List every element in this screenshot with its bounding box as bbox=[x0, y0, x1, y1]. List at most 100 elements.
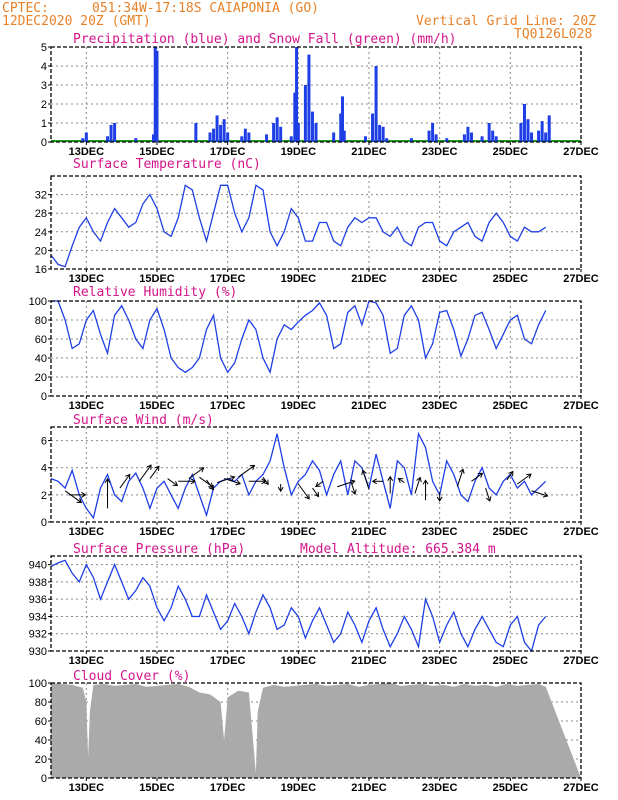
pres-xtick-label: 21DEC bbox=[351, 655, 387, 667]
precip-bar bbox=[155, 50, 159, 142]
precip-bar bbox=[247, 132, 251, 142]
wind-arrow-head bbox=[459, 468, 465, 474]
precip-bar bbox=[279, 126, 283, 142]
wind-xtick-label: 27DEC bbox=[563, 526, 599, 538]
precip-bar bbox=[314, 123, 318, 142]
temp-ytick-label: 28 bbox=[35, 208, 47, 220]
precip-bar bbox=[445, 138, 449, 142]
pres-frame bbox=[50, 555, 582, 652]
wind-arrow bbox=[471, 472, 483, 482]
cloud-frame bbox=[50, 682, 582, 779]
precip-bar bbox=[526, 119, 530, 142]
wind-arrow-head bbox=[361, 469, 367, 476]
precip-bar bbox=[371, 113, 375, 142]
temp-xtick-label: 13DEC bbox=[69, 273, 105, 285]
wind-arrow bbox=[119, 474, 131, 489]
wind-ytick-label: 4 bbox=[41, 463, 47, 475]
cloud-xtick-label: 25DEC bbox=[493, 782, 529, 794]
temp-xtick-label: 27DEC bbox=[563, 273, 599, 285]
pres-ytick-label: 940 bbox=[29, 560, 47, 572]
pres-xtick-label: 25DEC bbox=[493, 655, 529, 667]
precip-bar bbox=[219, 124, 223, 142]
precip-bar bbox=[208, 132, 212, 142]
source-label: CPTEC: bbox=[2, 1, 49, 16]
precip-title: Precipitation (blue) and Snow Fall (gree… bbox=[73, 32, 457, 47]
precip-ytick-label: 5 bbox=[41, 42, 47, 54]
cloud-panel: 0 20 40 60 80 100 13DEC 15DEC 17DEC 19DEC 21DEC 23D… bbox=[29, 669, 599, 794]
wind-arrow-head bbox=[508, 470, 514, 477]
temp-frame bbox=[50, 175, 582, 270]
precip-bar bbox=[289, 136, 293, 142]
precip-bar bbox=[491, 130, 495, 142]
precip-bar bbox=[341, 96, 344, 142]
pres-title: Surface Pressure (hPa) bbox=[73, 542, 245, 557]
precip-bar bbox=[295, 47, 299, 142]
precip-bar bbox=[409, 138, 413, 142]
wind-arrow bbox=[237, 465, 255, 478]
wind-arrow-head bbox=[422, 479, 429, 485]
cloud-ytick-label: 100 bbox=[29, 678, 47, 690]
precip-panel: 0 1 2 3 4 5 13DEC 15DEC 17DEC 19DEC 21DEC 23DEC 25DE… bbox=[41, 32, 599, 158]
precip-bar bbox=[296, 123, 300, 142]
precip-xtick-label: 19DEC bbox=[281, 146, 317, 158]
precip-bar bbox=[427, 130, 431, 142]
temp-xtick-label: 23DEC bbox=[422, 273, 458, 285]
rh-panel: 0 20 40 60 80 100 13DEC 15DEC 17DEC 19DEC 21DEC 23D… bbox=[29, 285, 599, 412]
precip-bar bbox=[307, 54, 311, 142]
cloud-ytick-label: 60 bbox=[35, 716, 47, 728]
rh-ytick-label: 20 bbox=[35, 372, 47, 384]
cloud-xtick-label: 19DEC bbox=[281, 782, 317, 794]
precip-bar bbox=[462, 134, 466, 142]
wind-arrow-head bbox=[436, 496, 443, 502]
precip-bar bbox=[293, 92, 297, 142]
wind-arrow bbox=[167, 478, 178, 487]
wind-arrow-head bbox=[76, 497, 83, 504]
wind-arrow bbox=[414, 477, 421, 494]
wind-arrow-head bbox=[542, 492, 549, 498]
wind-arrow-head bbox=[104, 477, 111, 484]
wind-ytick-label: 6 bbox=[41, 436, 47, 448]
wind-title: Surface Wind (m/s) bbox=[73, 413, 214, 428]
wind-line bbox=[50, 431, 547, 520]
wind-arrow-head bbox=[304, 494, 310, 500]
run-time-label: 12DEC2020 20Z (GMT) bbox=[2, 14, 151, 29]
wind-arrow-head bbox=[208, 484, 215, 491]
precip-xtick-label: 15DEC bbox=[139, 146, 175, 158]
precip-bar bbox=[310, 111, 314, 142]
wind-xtick-label: 15DEC bbox=[139, 526, 175, 538]
wind-arrow bbox=[138, 464, 152, 482]
wind-arrow bbox=[517, 473, 532, 485]
wind-arrow-head bbox=[235, 479, 242, 486]
rh-xtick-label: 19DEC bbox=[281, 400, 317, 412]
wind-xtick-label: 23DEC bbox=[422, 526, 458, 538]
cloud-xtick-label: 13DEC bbox=[69, 782, 105, 794]
precip-bar bbox=[109, 124, 113, 142]
precip-bar bbox=[519, 123, 523, 142]
rh-xtick-label: 27DEC bbox=[563, 400, 599, 412]
precip-bar bbox=[222, 119, 226, 142]
rh-title: Relative Humidity (%) bbox=[73, 285, 237, 300]
precip-xtick-label: 23DEC bbox=[422, 146, 458, 158]
wind-arrow bbox=[531, 490, 548, 497]
wind-arrow bbox=[64, 490, 82, 503]
precip-bar bbox=[339, 113, 343, 142]
wind-arrow-head bbox=[146, 464, 152, 470]
precip-bar bbox=[385, 138, 389, 142]
wind-arrow-head bbox=[198, 467, 205, 473]
product-code-label: TQ0126L028 bbox=[514, 27, 592, 42]
temp-line bbox=[50, 184, 547, 268]
cloud-ytick-label: 80 bbox=[35, 697, 47, 709]
cloud-xtick-label: 15DEC bbox=[139, 782, 175, 794]
precip-bar bbox=[153, 47, 157, 142]
precip-bar bbox=[480, 136, 484, 142]
pres-xtick-label: 27DEC bbox=[563, 655, 599, 667]
precip-bar bbox=[240, 136, 244, 142]
precip-bar bbox=[212, 128, 216, 142]
cloud-xtick-label: 23DEC bbox=[422, 782, 458, 794]
temp-ytick-label: 24 bbox=[35, 227, 47, 239]
pres-xtick-label: 17DEC bbox=[210, 655, 246, 667]
wind-arrow bbox=[337, 480, 355, 488]
precip-bar bbox=[265, 134, 269, 142]
temp-xtick-label: 25DEC bbox=[493, 273, 529, 285]
cloud-title: Cloud Cover (%) bbox=[73, 669, 190, 684]
